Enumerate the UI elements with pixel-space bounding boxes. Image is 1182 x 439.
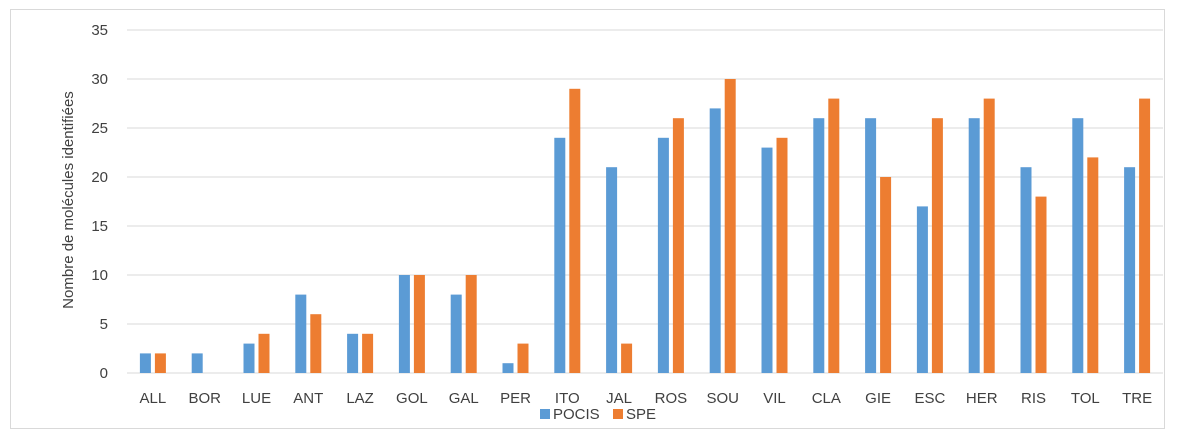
bar-spe-sou	[724, 79, 736, 373]
bar-spe-per	[517, 343, 529, 373]
bar-pocis-per	[502, 363, 514, 373]
bar-spe-esc	[931, 118, 943, 373]
x-tick-label: GAL	[449, 390, 479, 407]
bar-spe-tre	[1139, 98, 1151, 373]
bar-pocis-vil	[761, 147, 773, 373]
bar-pocis-gal	[450, 294, 462, 373]
y-tick-label: 15	[91, 218, 108, 235]
legend-swatch-pocis	[540, 409, 550, 419]
y-tick-label: 5	[100, 316, 108, 333]
bar-pocis-esc	[916, 206, 928, 373]
bar-spe-laz	[362, 333, 374, 373]
x-tick-label: ROS	[655, 390, 688, 407]
bar-pocis-tol	[1072, 118, 1084, 373]
x-tick-label: HER	[966, 390, 998, 407]
bar-spe-gie	[880, 177, 892, 373]
y-tick-label: 30	[91, 71, 108, 88]
bars	[139, 79, 1151, 374]
bar-spe-cla	[828, 98, 840, 373]
x-tick-label: GIE	[865, 390, 891, 407]
bar-pocis-ito	[554, 137, 566, 373]
bar-pocis-ris	[1020, 167, 1032, 373]
bar-pocis-jal	[606, 167, 618, 373]
x-tick-label: TOL	[1071, 390, 1100, 407]
x-tick-label: ANT	[293, 390, 323, 407]
y-tick-labels: 0 5 10 15 20 25 30 35	[91, 22, 108, 382]
x-tick-label: PER	[500, 390, 531, 407]
x-tick-label: ALL	[140, 390, 167, 407]
bar-spe-her	[983, 98, 995, 373]
y-axis-label: Nombre de molécules identifiées	[60, 91, 77, 309]
legend-swatch-spe	[613, 409, 623, 419]
bar-pocis-bor	[191, 353, 203, 373]
gridlines	[127, 29, 1163, 374]
x-tick-label: ITO	[555, 390, 580, 407]
bar-spe-all	[154, 353, 166, 373]
x-tick-label: BOR	[188, 390, 221, 407]
bar-spe-gol	[413, 275, 425, 373]
bar-pocis-gie	[865, 118, 877, 373]
x-tick-labels: ALL BOR LUE ANT LAZ GOL GAL PER ITO JAL ROS SOU VIL C…	[140, 390, 1153, 407]
x-tick-label: CLA	[812, 390, 841, 407]
x-tick-label: VIL	[763, 390, 786, 407]
bar-pocis-gol	[398, 275, 410, 373]
x-tick-label: JAL	[606, 390, 632, 407]
bar-spe-tol	[1087, 157, 1099, 373]
x-tick-label: GOL	[396, 390, 428, 407]
bar-spe-gal	[465, 275, 477, 373]
x-tick-label: ESC	[914, 390, 945, 407]
bar-spe-jal	[621, 343, 633, 373]
bar-pocis-her	[968, 118, 980, 373]
bar-pocis-ant	[295, 294, 307, 373]
bar-pocis-laz	[347, 333, 359, 373]
bar-pocis-all	[139, 353, 151, 373]
y-tick-label: 25	[91, 120, 108, 137]
bar-spe-lue	[258, 333, 270, 373]
y-tick-label: 0	[100, 365, 108, 382]
bar-spe-ito	[569, 88, 581, 374]
bar-spe-ant	[310, 314, 322, 373]
bar-pocis-tre	[1124, 167, 1136, 373]
bar-pocis-sou	[709, 108, 721, 374]
x-tick-label: LAZ	[346, 390, 374, 407]
x-tick-label: SOU	[706, 390, 739, 407]
y-tick-label: 10	[91, 267, 108, 284]
y-tick-label: 35	[91, 22, 108, 39]
y-tick-label: 20	[91, 169, 108, 186]
bar-pocis-lue	[243, 343, 255, 373]
bar-pocis-ros	[657, 137, 669, 373]
bar-spe-ris	[1035, 196, 1047, 373]
x-tick-label: RIS	[1021, 390, 1046, 407]
bar-spe-ros	[672, 118, 684, 373]
x-tick-label: TRE	[1122, 390, 1152, 407]
chart-frame	[10, 9, 1165, 429]
x-tick-label: LUE	[242, 390, 271, 407]
bar-spe-vil	[776, 137, 788, 373]
legend-label-spe: SPE	[626, 406, 656, 423]
bar-pocis-cla	[813, 118, 825, 373]
legend-label-pocis: POCIS	[553, 406, 600, 423]
legend: POCIS SPE	[540, 406, 656, 423]
